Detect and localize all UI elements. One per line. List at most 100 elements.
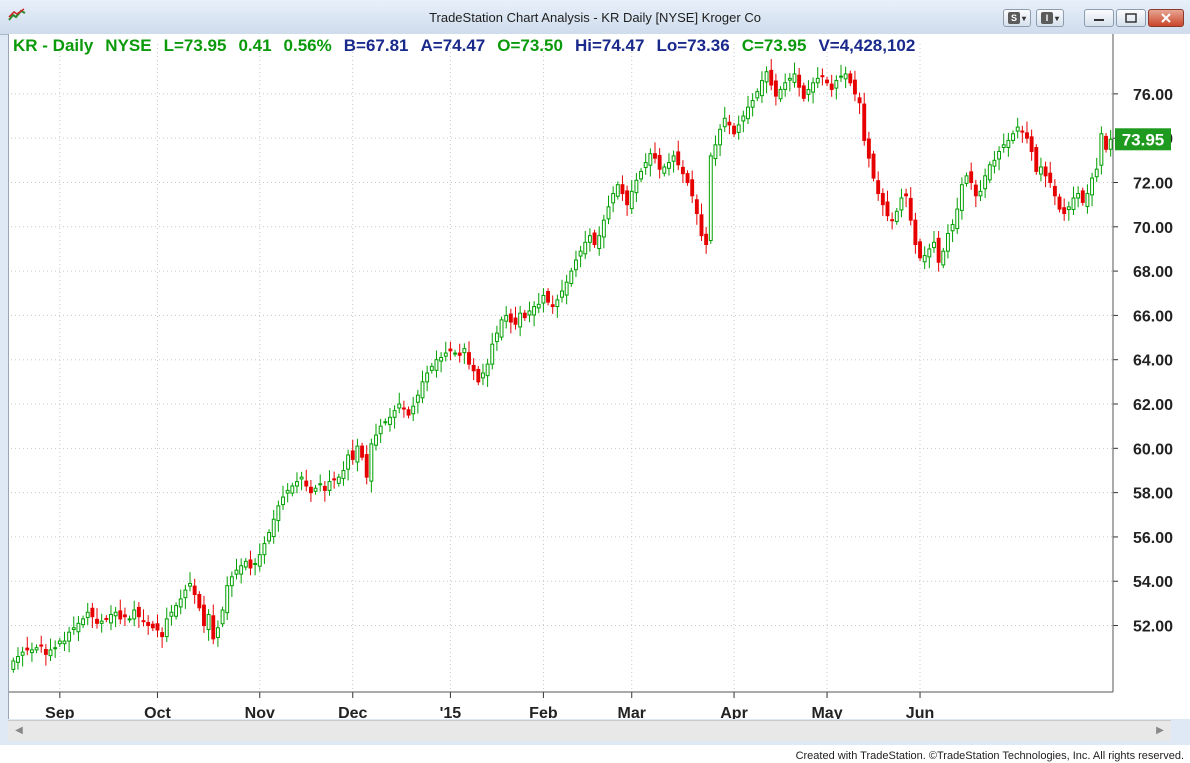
candle-body (508, 313, 513, 323)
candle-down (1043, 161, 1048, 188)
candle-body (462, 348, 467, 354)
candle-down (694, 194, 699, 225)
candle-body (118, 610, 123, 620)
candle-up (671, 150, 676, 173)
last-price: L=73.95 (163, 36, 227, 55)
candle-up (532, 301, 537, 327)
close-button[interactable] (1148, 9, 1184, 27)
candle-body (1099, 133, 1104, 166)
candle-up (648, 148, 653, 177)
horizontal-scrollbar[interactable]: ◀ ▶ (8, 720, 1171, 741)
open-price: O=73.50 (497, 36, 563, 55)
candle-body (1108, 138, 1113, 150)
candle-up (843, 66, 848, 89)
title-bar[interactable]: TradeStation Chart Analysis - KR Daily [… (0, 0, 1190, 35)
candle-body (871, 153, 876, 179)
x-tick-label: Sep (45, 705, 75, 719)
candle-body (583, 241, 588, 255)
candle-down (769, 59, 774, 91)
candle-body (783, 82, 788, 90)
scroll-left-icon[interactable]: ◀ (15, 725, 23, 736)
maximize-button[interactable] (1116, 9, 1146, 27)
candle-body (987, 164, 992, 181)
candle-body (690, 179, 695, 197)
candle-up (983, 168, 988, 198)
candle-up (578, 245, 583, 268)
style-menu-button[interactable]: S ▾ (1003, 9, 1031, 27)
candle-body (1001, 144, 1006, 148)
candle-up (1099, 126, 1104, 175)
candle-up (1085, 184, 1090, 214)
x-tick-label: Apr (720, 705, 748, 719)
candle-body (43, 648, 48, 655)
candle-body (959, 184, 964, 211)
candle-up (894, 207, 899, 225)
candle-down (1020, 125, 1025, 143)
candle-up (759, 71, 764, 103)
candle-body (1025, 132, 1029, 139)
candle-body (880, 193, 885, 206)
candle-up (71, 616, 76, 635)
candle-body (141, 620, 146, 623)
candle-body (425, 372, 430, 383)
x-tick-label: Feb (529, 705, 558, 719)
candle-down (685, 170, 690, 186)
candle-body (736, 124, 741, 133)
style-menu-label: S (1008, 12, 1020, 24)
candle-up (434, 350, 439, 378)
candle-body (234, 569, 239, 575)
candle-body (1085, 193, 1090, 207)
candle-up (1015, 117, 1020, 139)
candle-down (1025, 121, 1029, 144)
candle-body (908, 197, 913, 221)
candle-up (392, 405, 397, 429)
candle-body (857, 97, 862, 104)
scroll-right-icon[interactable]: ▶ (1156, 725, 1164, 736)
minimize-button[interactable] (1084, 9, 1114, 27)
candle-down (122, 607, 127, 626)
close-price: C=73.95 (741, 36, 807, 55)
candle-down (1080, 187, 1085, 206)
price-chart[interactable]: 52.00 54.00 56.00 58.00 60.00 62.00 64.00 66.00… (9, 34, 1190, 719)
chart-area[interactable]: 52.00 54.00 56.00 58.00 60.00 62.00 64.00 66.00… (8, 34, 1190, 719)
candle-up (639, 168, 643, 183)
candle-up (81, 615, 86, 628)
chevron-down-icon: ▾ (1021, 14, 1026, 23)
candle-body (704, 233, 709, 246)
x-tick-label: '15 (440, 705, 462, 719)
candle-down (876, 171, 881, 201)
candle-up (499, 316, 504, 341)
candle-up (429, 363, 434, 374)
exchange-label: NYSE (105, 36, 152, 55)
candle-down (936, 231, 941, 272)
candle-up (285, 483, 290, 503)
candle-up (1108, 129, 1113, 157)
candle-body (239, 565, 244, 575)
candle-up (215, 620, 220, 647)
candle-body (95, 618, 99, 624)
insert-menu-button[interactable]: I ▾ (1036, 9, 1064, 27)
candle-body (16, 656, 20, 663)
candle-up (388, 408, 392, 432)
candle-body (843, 73, 848, 80)
candle-up (941, 247, 946, 269)
candle-body (671, 155, 676, 162)
candle-body (11, 660, 16, 670)
candle-body (150, 623, 155, 629)
candle-body (546, 290, 550, 303)
candle-body (53, 647, 58, 650)
candle-body (625, 190, 630, 206)
candle-up (722, 106, 727, 132)
candle-body (550, 304, 555, 308)
candle-up (611, 186, 616, 213)
net-change: 0.41 (238, 36, 272, 55)
candle-body (90, 607, 95, 618)
candle-body (1066, 206, 1071, 211)
candle-body (764, 71, 769, 83)
candle-body (890, 219, 895, 222)
candle-up (420, 370, 425, 404)
candle-up (16, 647, 20, 670)
close-icon (1161, 13, 1171, 23)
candle-body (927, 248, 932, 258)
candle-up (299, 471, 304, 491)
